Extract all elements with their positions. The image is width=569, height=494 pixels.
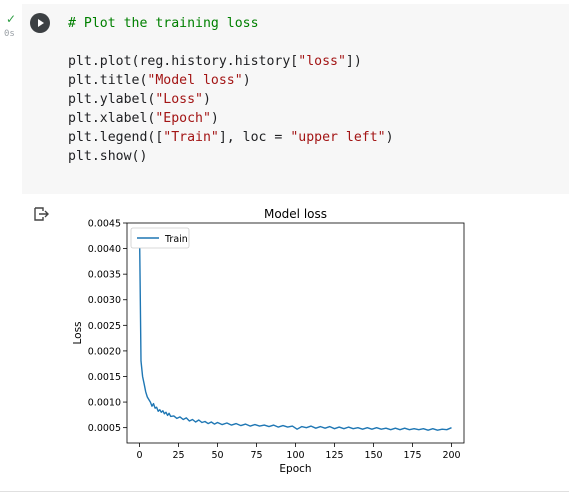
code-token: ]) [345,54,362,69]
cell-gutter: ✓ 0s [0,0,22,494]
x-tick-label: 200 [442,450,460,461]
code-token: ) [242,73,251,88]
legend-entry: Train [164,234,188,245]
run-cell-button[interactable] [30,13,50,33]
x-tick-label: 125 [325,450,343,461]
code-token: plt.xlabel( [68,111,156,126]
x-axis-label: Epoch [279,463,311,475]
code-line: plt.ylabel("Loss") [68,90,394,109]
code-line: plt.show() [68,147,394,166]
code-token: ) [385,130,394,145]
cell-output [22,200,569,490]
divider [0,491,569,492]
code-token: "upper left" [290,130,386,145]
y-tick-label: 0.0040 [88,244,121,255]
code-token: ], loc = [218,130,291,145]
code-cell[interactable]: # Plot the training loss plt.plot(reg.his… [22,4,569,194]
plot-area [126,222,465,444]
check-icon: ✓ [6,12,17,26]
y-axis-label: Loss [72,321,84,344]
chart-title: Model loss [264,207,327,221]
code-token: "Train" [163,130,219,145]
code-line: plt.xlabel("Epoch") [68,109,394,128]
code-token: # Plot the training loss [68,16,259,31]
y-tick-label: 0.0035 [88,270,121,281]
loss-series-line [138,228,452,431]
y-tick-label: 0.0020 [88,346,121,357]
execution-time: 0s [4,29,15,39]
x-tick-label: 50 [211,450,223,461]
x-tick-label: 25 [172,450,184,461]
y-tick-label: 0.0010 [88,398,121,409]
code-token: plt.ylabel( [68,92,156,107]
x-tick-label: 0 [136,450,142,461]
code-token: plt.title( [68,73,148,88]
code-editor[interactable]: # Plot the training loss plt.plot(reg.his… [68,14,394,166]
x-tick-label: 100 [286,450,304,461]
code-line: plt.title("Model loss") [68,71,394,90]
code-line: # Plot the training loss [68,14,394,33]
code-token: ) [210,111,219,126]
y-tick-label: 0.0030 [88,295,121,306]
y-tick-label: 0.0045 [88,219,121,230]
code-token: ) [202,92,211,107]
play-icon [38,19,44,27]
y-tick-label: 0.0005 [88,423,121,434]
code-line: plt.plot(reg.history.history["loss"]) [68,52,394,71]
y-tick-label: 0.0015 [88,372,121,383]
code-line: plt.legend(["Train"], loc = "upper left"… [68,128,394,147]
code-token: "loss" [298,54,346,69]
code-token: plt.legend([ [68,130,164,145]
x-tick-label: 75 [250,450,262,461]
output-redirect-icon[interactable] [34,207,50,221]
code-token: "Epoch" [155,111,211,126]
code-token: plt.plot(reg.history.history[ [68,54,299,69]
y-tick-label: 0.0025 [88,321,121,332]
x-tick-label: 175 [403,450,421,461]
code-token: "Model loss" [147,73,243,88]
code-token: plt.show() [68,149,148,164]
code-token: "Loss" [155,92,203,107]
legend-box [130,227,190,249]
x-tick-label: 150 [364,450,382,461]
